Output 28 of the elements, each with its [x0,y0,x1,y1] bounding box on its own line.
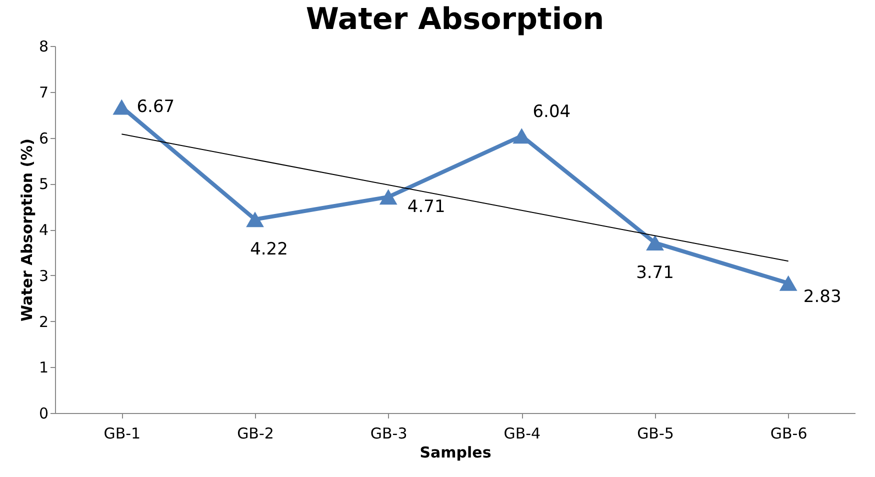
data-label: 6.04 [532,102,571,122]
chart-title: Water Absorption [306,2,604,37]
y-tick-label: 6 [38,129,48,148]
y-tick-label: 7 [38,83,48,102]
x-tick-label: GB-3 [370,424,408,442]
x-tick-label: GB-4 [504,424,541,442]
y-tick-label: 5 [38,175,48,194]
x-axis-title: Samples [420,444,492,462]
y-tick-label: 8 [38,38,48,56]
point [779,275,798,291]
y-tick-label: 2 [38,312,48,331]
y-axis-title: Water Absorption (%) [18,138,36,322]
y-tick-label: 1 [38,358,48,377]
y-tick-label: 3 [38,266,48,285]
y-tick-label: 4 [38,221,48,239]
point [246,212,264,228]
point [646,235,664,251]
x-tick-label: GB-2 [237,424,274,442]
data-label: 4.22 [250,239,288,260]
data-label: 3.71 [636,262,674,283]
data-label: 4.71 [407,196,446,217]
x-tick-label: GB-6 [770,424,808,442]
x-tick-label: GB-5 [637,424,674,442]
data-label: 2.83 [803,287,842,308]
y-tick-label: 0 [38,404,48,422]
x-tick-label: GB-1 [104,424,141,442]
data-label: 6.67 [136,97,175,118]
point [379,189,398,205]
